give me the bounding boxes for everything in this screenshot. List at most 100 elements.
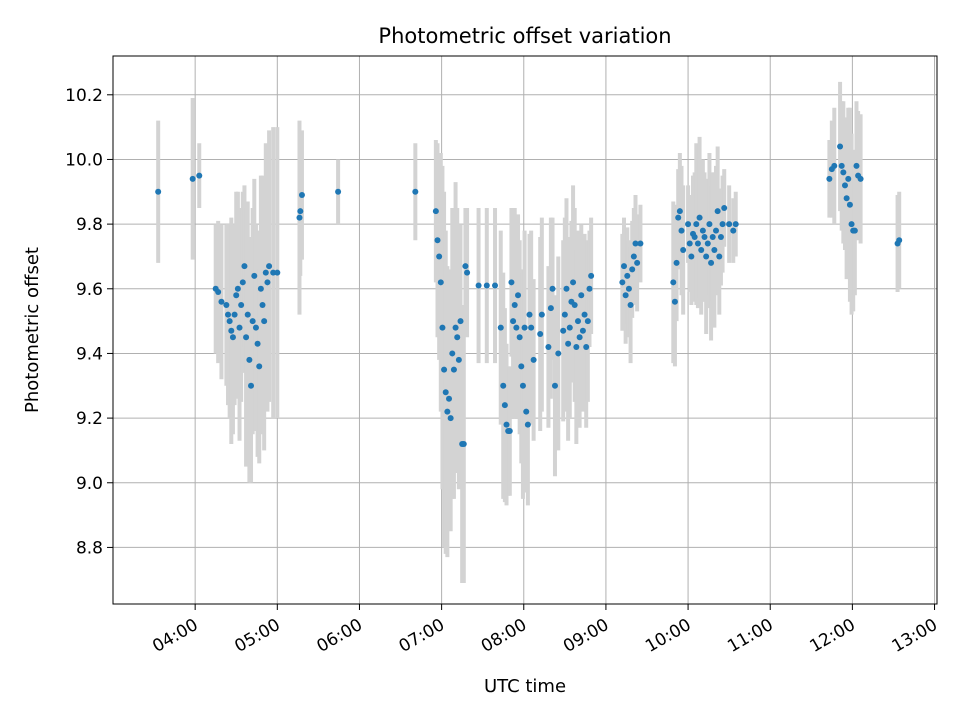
data-point: [566, 324, 573, 331]
data-point: [196, 172, 203, 179]
data-point: [708, 259, 715, 266]
data-point: [701, 234, 708, 241]
data-point: [630, 253, 637, 260]
data-point: [412, 188, 419, 195]
data-point: [625, 285, 632, 292]
data-point: [450, 366, 457, 373]
data-point: [262, 269, 269, 276]
data-point: [241, 263, 248, 270]
y-axis-ticks: 8.8 9.0 9.2 9.4 9.6 9.8 10.0 10.2: [65, 86, 113, 558]
y-axis-label: Photometric offset: [22, 247, 43, 413]
data-point: [457, 318, 464, 325]
data-point: [671, 298, 678, 305]
data-point: [547, 305, 554, 312]
data-point: [841, 182, 848, 189]
data-point: [526, 311, 533, 318]
data-point: [711, 246, 718, 253]
y-tick-label: 9.6: [76, 280, 103, 300]
data-point: [676, 208, 683, 215]
data-point: [335, 188, 342, 195]
data-point: [523, 408, 530, 415]
chart-title: Photometric offset variation: [378, 24, 671, 48]
data-point: [555, 350, 562, 357]
data-point: [462, 263, 469, 270]
data-point: [434, 237, 441, 244]
data-point: [573, 343, 580, 350]
data-point: [228, 327, 235, 334]
data-point: [447, 415, 454, 422]
data-point: [545, 343, 552, 350]
data-point: [252, 324, 259, 331]
data-point: [449, 350, 456, 357]
data-point: [515, 292, 522, 299]
data-point: [218, 298, 225, 305]
data-point: [233, 292, 240, 299]
data-point: [454, 334, 461, 341]
data-point: [583, 343, 590, 350]
data-point: [719, 221, 726, 228]
data-point: [588, 272, 595, 279]
data-point: [254, 340, 261, 347]
data-point: [511, 301, 518, 308]
data-point: [831, 162, 838, 169]
data-point: [475, 282, 482, 289]
data-point: [497, 324, 504, 331]
data-point: [563, 285, 570, 292]
data-point: [620, 263, 627, 270]
data-point: [256, 363, 263, 370]
data-point: [524, 421, 531, 428]
data-point: [691, 234, 698, 241]
data-point: [538, 311, 545, 318]
data-point: [441, 366, 448, 373]
data-point: [837, 143, 844, 150]
data-point: [244, 311, 251, 318]
data-point: [452, 324, 459, 331]
data-point: [853, 162, 860, 169]
data-point: [274, 269, 281, 276]
data-point: [622, 292, 629, 299]
data-point: [298, 192, 305, 199]
data-point: [551, 382, 558, 389]
data-point: [296, 214, 303, 221]
data-point: [696, 214, 703, 221]
data-point: [549, 285, 556, 292]
data-point: [706, 221, 713, 228]
data-point: [249, 318, 256, 325]
data-point: [236, 324, 243, 331]
data-points: [155, 143, 903, 447]
data-point: [231, 311, 238, 318]
data-point: [432, 208, 439, 215]
data-point: [578, 292, 585, 299]
y-tick-label: 10.0: [65, 150, 103, 170]
data-point: [680, 246, 687, 253]
data-point: [442, 389, 449, 396]
data-point: [229, 334, 236, 341]
data-point: [510, 318, 517, 325]
data-point: [703, 253, 710, 260]
data-point: [627, 301, 634, 308]
data-point: [503, 421, 510, 428]
data-point: [730, 227, 737, 234]
x-axis-label: UTC time: [484, 676, 566, 697]
y-tick-label: 9.0: [76, 474, 103, 494]
data-point: [243, 334, 250, 341]
data-point: [257, 285, 264, 292]
data-point: [843, 195, 850, 202]
data-point: [670, 279, 677, 286]
data-point: [693, 221, 700, 228]
y-tick-label: 8.8: [76, 538, 103, 558]
data-point: [571, 301, 578, 308]
data-point: [840, 169, 847, 176]
data-point: [716, 253, 723, 260]
data-point: [234, 285, 241, 292]
data-point: [678, 227, 685, 234]
data-point: [581, 311, 588, 318]
data-point: [699, 227, 706, 234]
data-point: [570, 279, 577, 286]
data-point: [492, 282, 499, 289]
data-point: [500, 382, 507, 389]
data-point: [297, 208, 304, 215]
data-point: [586, 285, 593, 292]
data-point: [270, 269, 277, 276]
